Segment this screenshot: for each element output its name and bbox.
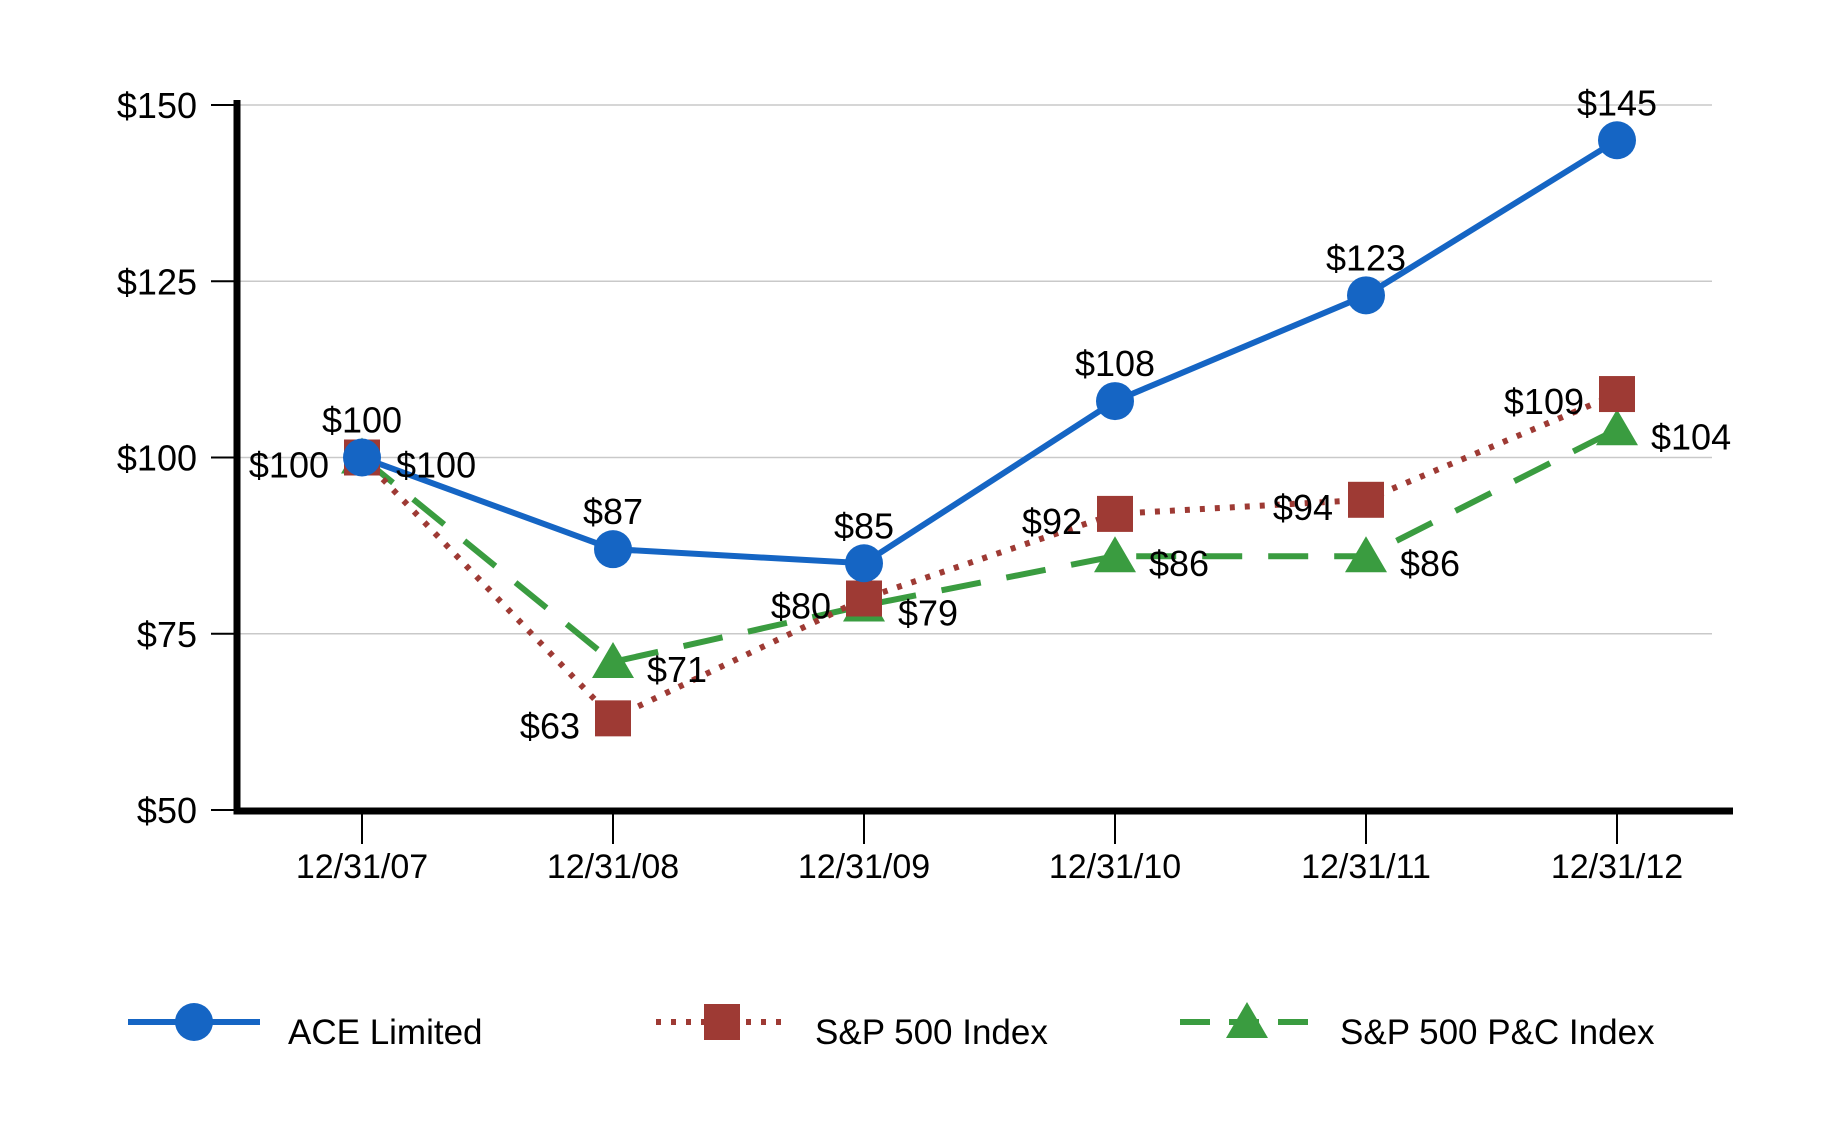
series-line-ace-limited (360, 137, 1619, 567)
data-point-label: $94 (1273, 487, 1333, 528)
data-point-label: $100 (249, 445, 329, 486)
data-point-marker-ace-limited (594, 530, 632, 569)
data-point-label: $85 (834, 505, 894, 546)
x-axis-tick-label: 12/31/07 (296, 848, 428, 886)
data-point-label: $123 (1326, 237, 1406, 278)
data-point-marker-ace-limited (845, 544, 883, 583)
data-point-marker-s-p-500-index (846, 580, 882, 617)
y-axis-tick-label: $125 (117, 261, 197, 302)
data-point-label: $109 (1504, 381, 1584, 422)
y-axis-tick-label: $150 (117, 85, 197, 126)
data-point-marker-s-p-500-index (595, 700, 631, 737)
x-axis-tick-label: 12/31/12 (1551, 848, 1683, 886)
square-marker-icon (704, 1004, 740, 1040)
legend-item-s-p-500-index: S&P 500 Index (656, 1004, 1048, 1052)
data-point-marker-ace-limited (343, 438, 381, 477)
x-axis-tick-label: 12/31/08 (547, 848, 679, 886)
series-line-s-p-500-index (359, 391, 1619, 722)
circle-marker-icon (175, 1003, 213, 1041)
x-axis-tick-label: 12/31/09 (798, 848, 930, 886)
x-axis-tick-label: 12/31/10 (1049, 848, 1181, 886)
y-axis-labels: $150 $125 $100 $75 $50 (117, 85, 197, 831)
data-point-marker-s-p-500-index (1599, 376, 1635, 413)
data-point-label: $80 (771, 586, 831, 627)
data-point-label: $108 (1075, 343, 1155, 384)
data-point-marker-s-p-500-index (1097, 495, 1133, 532)
x-axis-labels: 12/31/07 12/31/08 12/31/09 12/31/10 12/31/11… (296, 848, 1683, 886)
data-point-marker-ace-limited (1096, 382, 1134, 421)
legend-item-s-p-500-p-c-index: S&P 500 P&C Index (1180, 1002, 1655, 1052)
series-markers (341, 121, 1638, 737)
data-point-marker-s-p-500-p-c-index (592, 641, 634, 678)
data-point-label: $145 (1577, 82, 1657, 123)
series-line-s-p-500-p-c-index (360, 426, 1619, 666)
y-axis-tick-label: $75 (137, 614, 197, 655)
data-point-marker-ace-limited (1598, 121, 1636, 160)
data-point-marker-s-p-500-p-c-index (1596, 409, 1638, 446)
legend-label: ACE Limited (288, 1013, 483, 1052)
series-lines (359, 137, 1619, 722)
point-labels: $100 $87 $85 $108 $123 $145 $100 $63 $80 $92 $94 $1… (249, 82, 1731, 746)
data-point-label: $87 (583, 491, 643, 532)
data-point-marker-s-p-500-index (1348, 481, 1384, 518)
data-point-label: $86 (1400, 543, 1460, 584)
data-point-label: $100 (396, 445, 476, 486)
legend: ACE Limited S&P 500 Index S&P 500 P&C Inde… (128, 1002, 1655, 1052)
data-point-label: $86 (1149, 543, 1209, 584)
data-point-label: $92 (1022, 501, 1082, 542)
legend-label: S&P 500 P&C Index (1340, 1013, 1655, 1052)
data-point-label: $79 (898, 593, 958, 634)
y-axis-tick-label: $50 (137, 790, 197, 831)
legend-item-ace-limited: ACE Limited (128, 1003, 483, 1052)
data-point-label: $71 (647, 649, 707, 690)
data-point-marker-s-p-500-p-c-index (1094, 536, 1136, 573)
data-point-marker-ace-limited (1347, 276, 1385, 315)
triangle-marker-icon (1226, 1002, 1268, 1038)
x-axis-tick-label: 12/31/11 (1301, 848, 1431, 886)
y-axis-tick-label: $100 (117, 438, 197, 479)
legend-label: S&P 500 Index (815, 1013, 1048, 1052)
data-point-marker-s-p-500-p-c-index (1345, 536, 1387, 573)
data-point-label: $63 (520, 705, 580, 746)
data-point-label: $104 (1651, 416, 1731, 457)
axes (211, 100, 1733, 844)
data-point-label: $100 (322, 400, 402, 441)
